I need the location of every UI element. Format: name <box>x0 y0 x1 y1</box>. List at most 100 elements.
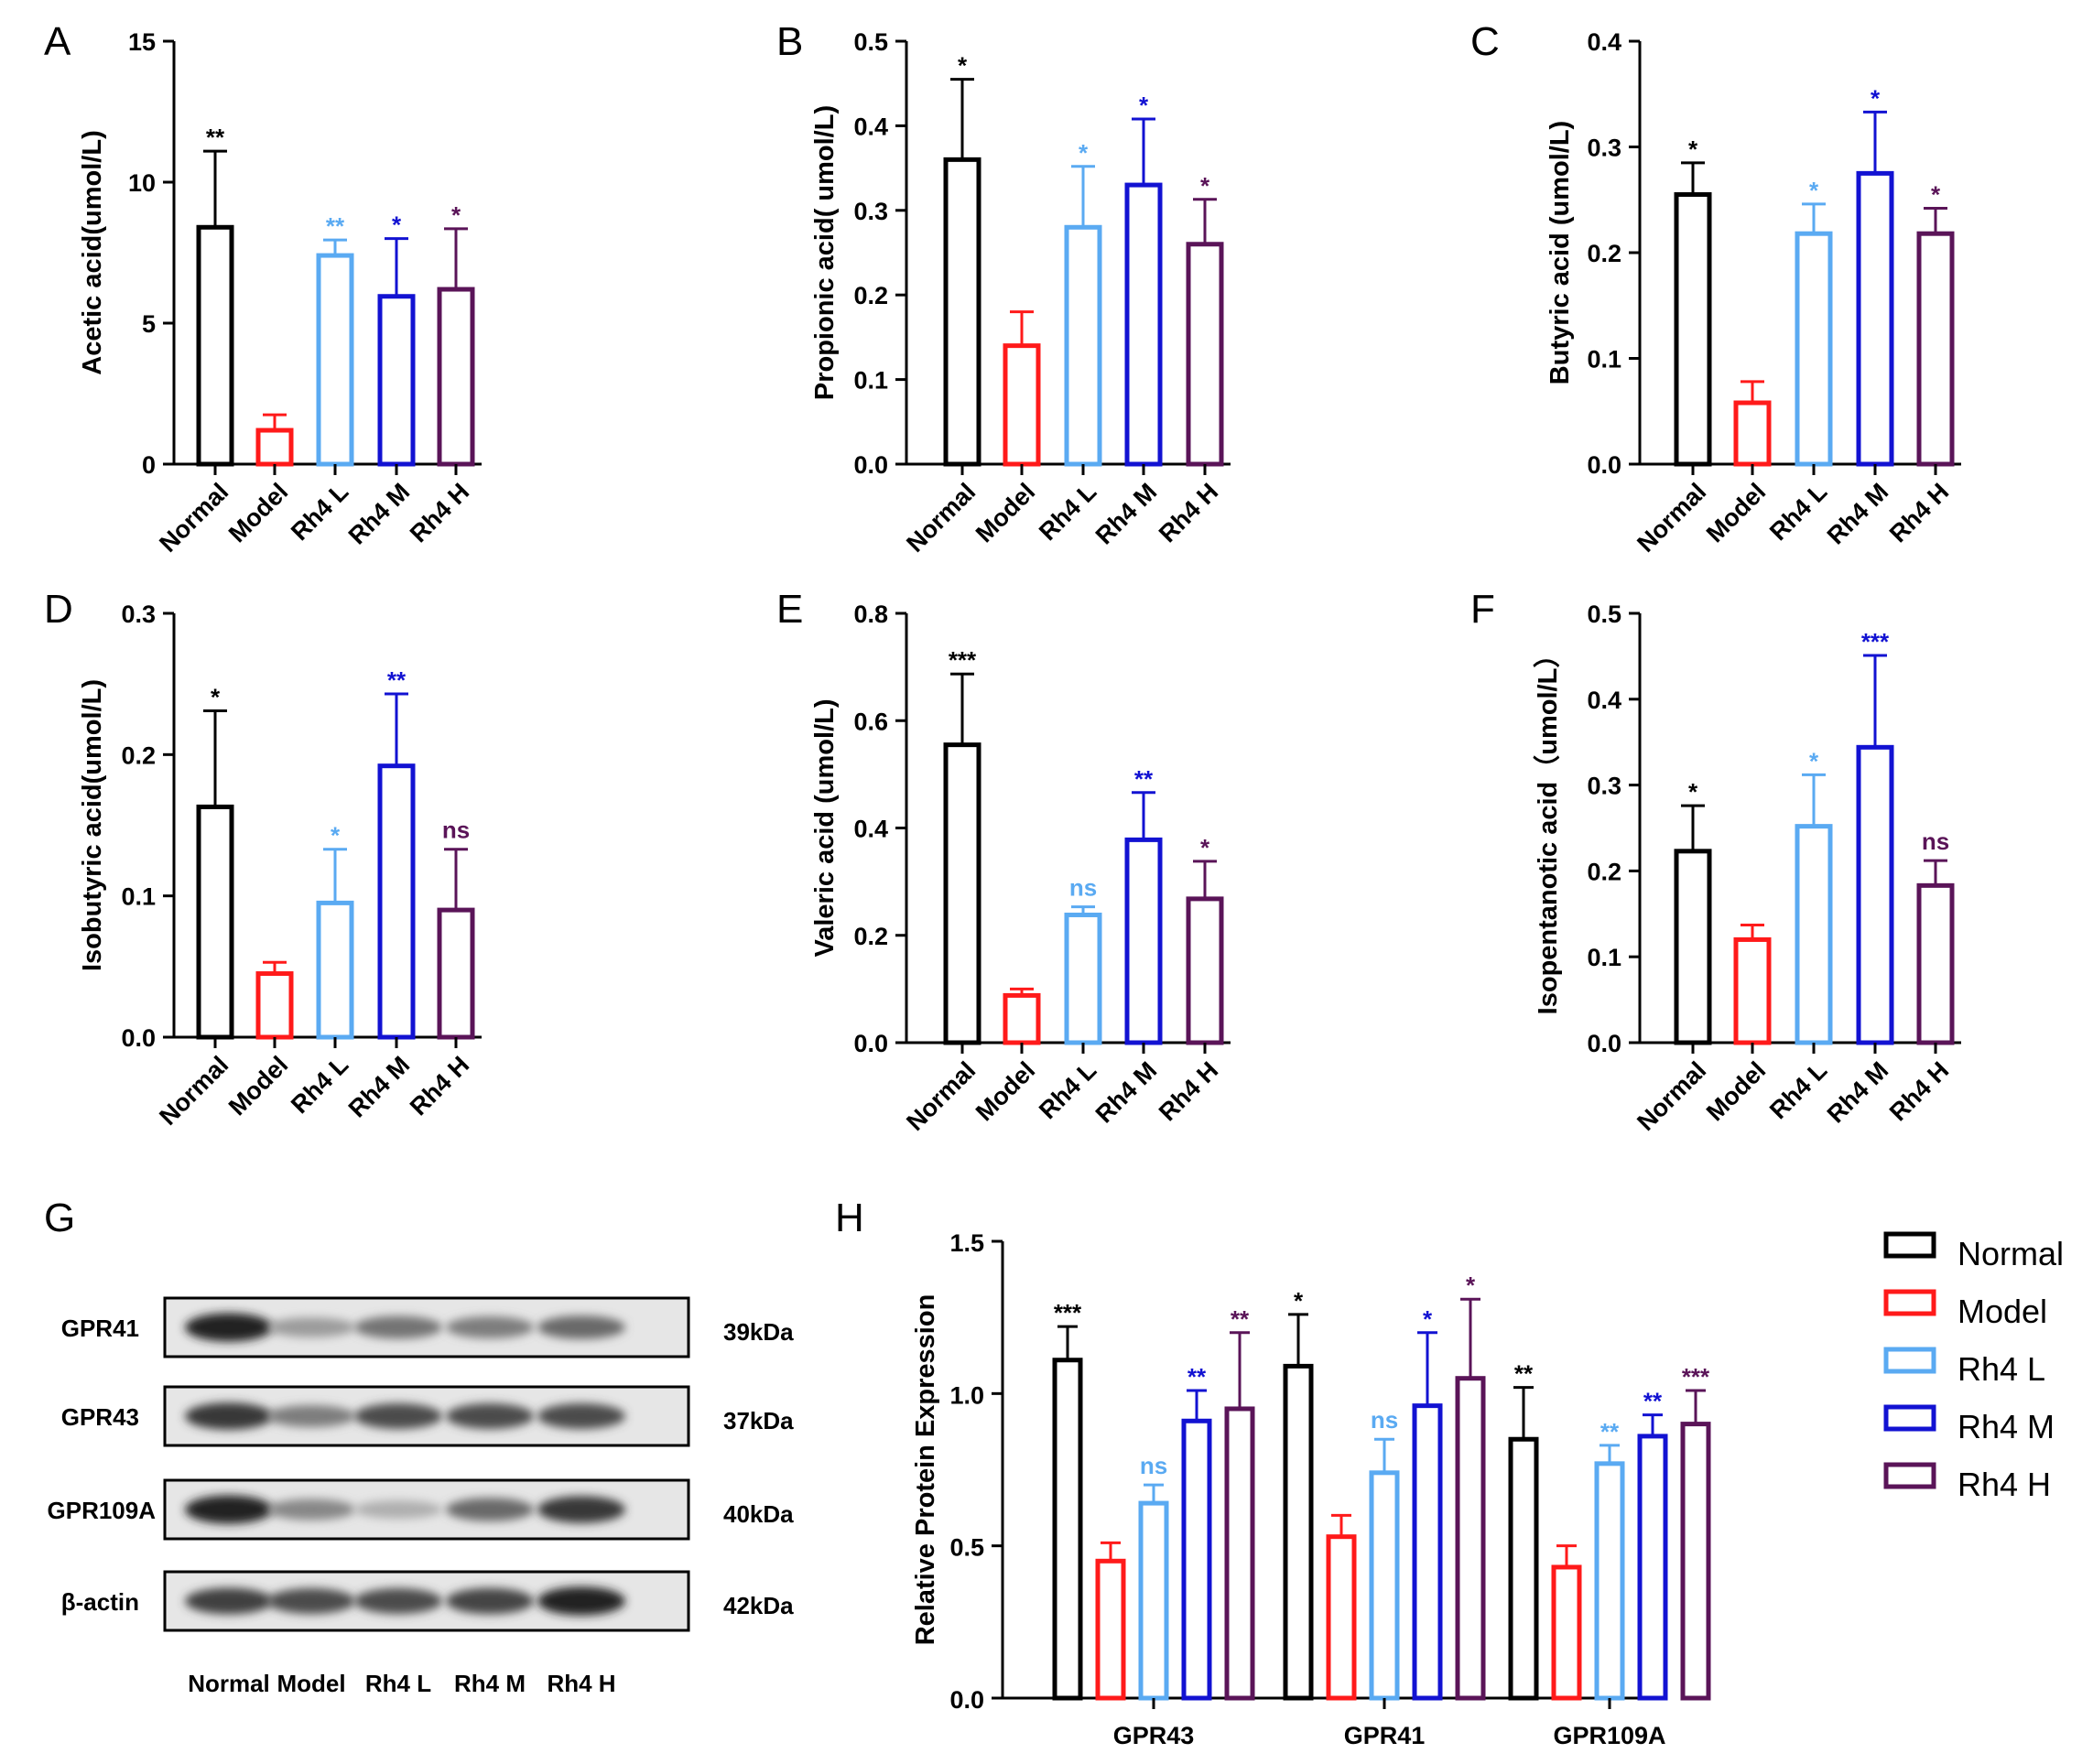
bar <box>196 804 234 1040</box>
x-tick-label: Rh4 L <box>1764 1056 1832 1124</box>
bar <box>1003 992 1041 1045</box>
legend: Normal Model Rh4 L Rh4 M Rh4 H <box>1883 1231 2064 1503</box>
x-tick-label: Normal <box>1632 478 1711 557</box>
panel-letter: F <box>1470 587 1495 632</box>
significance-label: ** <box>1600 1418 1620 1445</box>
panel-letter: B <box>776 19 803 64</box>
x-tick-label: Normal <box>1632 1056 1711 1136</box>
blot-protein-label: GPR43 <box>61 1403 139 1431</box>
protein-band <box>185 1313 273 1342</box>
significance-label: * <box>211 683 221 710</box>
bar <box>1637 1434 1668 1701</box>
x-tick-label: Rh4 L <box>286 478 353 546</box>
legend-swatch <box>1883 1462 1936 1489</box>
y-tick-label: 5 <box>142 310 156 338</box>
x-tick-label: Rh4 L <box>1034 1056 1101 1124</box>
panel-letter: E <box>776 587 803 632</box>
y-tick-label: 0 <box>142 451 156 479</box>
y-tick-label: 0.4 <box>1587 687 1621 714</box>
protein-band <box>446 1498 534 1521</box>
protein-band <box>185 1495 273 1524</box>
bar <box>377 763 416 1040</box>
blot-protein-label: GPR109A <box>48 1497 157 1524</box>
significance-label: ns <box>1371 1406 1398 1434</box>
x-tick-label: Rh4 M <box>343 1051 415 1122</box>
y-tick-label: 1.5 <box>949 1229 984 1257</box>
y-tick-label: 0.3 <box>1587 135 1621 162</box>
bar <box>1856 170 1894 467</box>
bar <box>1003 343 1041 467</box>
x-tick-label: Normal <box>154 1051 233 1131</box>
panel-letter: G <box>44 1196 75 1240</box>
blot-lane-label: Normal <box>188 1670 270 1697</box>
protein-band <box>446 1403 534 1429</box>
blot-protein-label: β-actin <box>61 1588 139 1616</box>
panel-letter: D <box>44 587 73 632</box>
protein-band <box>267 1405 355 1427</box>
y-tick-label: 0.3 <box>853 198 888 225</box>
bar <box>437 287 475 467</box>
y-tick-label: 0.3 <box>1587 773 1621 800</box>
bar <box>943 742 981 1045</box>
legend-swatch <box>1883 1231 1936 1259</box>
protein-band <box>354 1588 442 1614</box>
legend-swatch <box>1883 1347 1936 1374</box>
y-axis-label: Propionic acid( umol/L) <box>810 105 840 400</box>
y-axis-label: Acetic acid(umol/L) <box>78 130 107 375</box>
x-tick-label: Rh4 M <box>1090 1056 1162 1128</box>
significance-label: ** <box>1643 1388 1663 1415</box>
bar <box>1064 912 1102 1045</box>
y-tick-label: 0.1 <box>1587 346 1621 373</box>
protein-band <box>537 1403 625 1429</box>
bar <box>1551 1564 1582 1701</box>
x-tick-label: Model <box>971 478 1040 547</box>
legend-swatch <box>1883 1289 1936 1316</box>
x-tick-label: Rh4 M <box>1822 478 1893 549</box>
y-tick-label: 0.0 <box>1587 1030 1621 1057</box>
y-axis-label: Valeric acid (umol/L) <box>810 698 840 957</box>
protein-band <box>354 1500 442 1519</box>
x-tick-label: Model <box>1701 478 1771 547</box>
y-axis-label: Relative Protein Expression <box>911 1294 940 1646</box>
legend-label: Model <box>1957 1293 2047 1330</box>
protein-band <box>267 1499 355 1521</box>
protein-band <box>354 1403 442 1429</box>
bar <box>196 224 234 467</box>
x-tick-label: Rh4 M <box>343 478 415 549</box>
significance-label: * <box>451 201 461 229</box>
panel-f: F 0.0 0.1 0.2 0.3 0.4 0.5 Isopentanotic acid（um… <box>1470 587 1961 1136</box>
bar <box>1795 824 1833 1045</box>
significance-label: ns <box>1922 828 1949 855</box>
y-tick-label: 0.2 <box>121 741 156 769</box>
significance-label: *** <box>1054 1299 1082 1326</box>
significance-label: * <box>1200 834 1210 861</box>
significance-label: ** <box>326 212 345 240</box>
y-tick-label: 0.2 <box>1587 240 1621 267</box>
bar <box>1455 1376 1486 1701</box>
y-tick-label: 0.8 <box>853 601 888 628</box>
y-tick-label: 0.1 <box>121 883 156 911</box>
protein-band <box>537 1496 625 1523</box>
significance-label: * <box>1200 172 1210 200</box>
blot-lane-label: Rh4 H <box>547 1670 615 1697</box>
bar <box>1064 224 1102 467</box>
y-axis-label: Isobutyric acid(umol/L) <box>78 679 107 971</box>
protein-band <box>267 1588 355 1614</box>
x-tick-label: Normal <box>901 478 981 557</box>
panel-letter: C <box>1470 19 1500 64</box>
blot-protein-label: GPR41 <box>61 1315 139 1342</box>
significance-label: *** <box>949 646 977 674</box>
blot-lane-label: Rh4 M <box>454 1670 526 1697</box>
legend-label: Rh4 M <box>1957 1408 2055 1445</box>
significance-label: * <box>1809 177 1819 204</box>
x-tick-label: Rh4 H <box>1154 478 1223 547</box>
y-tick-label: 0.5 <box>853 28 888 56</box>
significance-label: * <box>1809 747 1819 774</box>
significance-label: * <box>1931 180 1941 208</box>
significance-label: * <box>1079 139 1089 167</box>
y-axis-label: Butyric acid (umol/L) <box>1545 121 1575 384</box>
y-tick-label: 10 <box>128 169 156 197</box>
x-tick-label: GPR41 <box>1344 1722 1426 1749</box>
y-tick-label: 0.1 <box>1587 944 1621 971</box>
